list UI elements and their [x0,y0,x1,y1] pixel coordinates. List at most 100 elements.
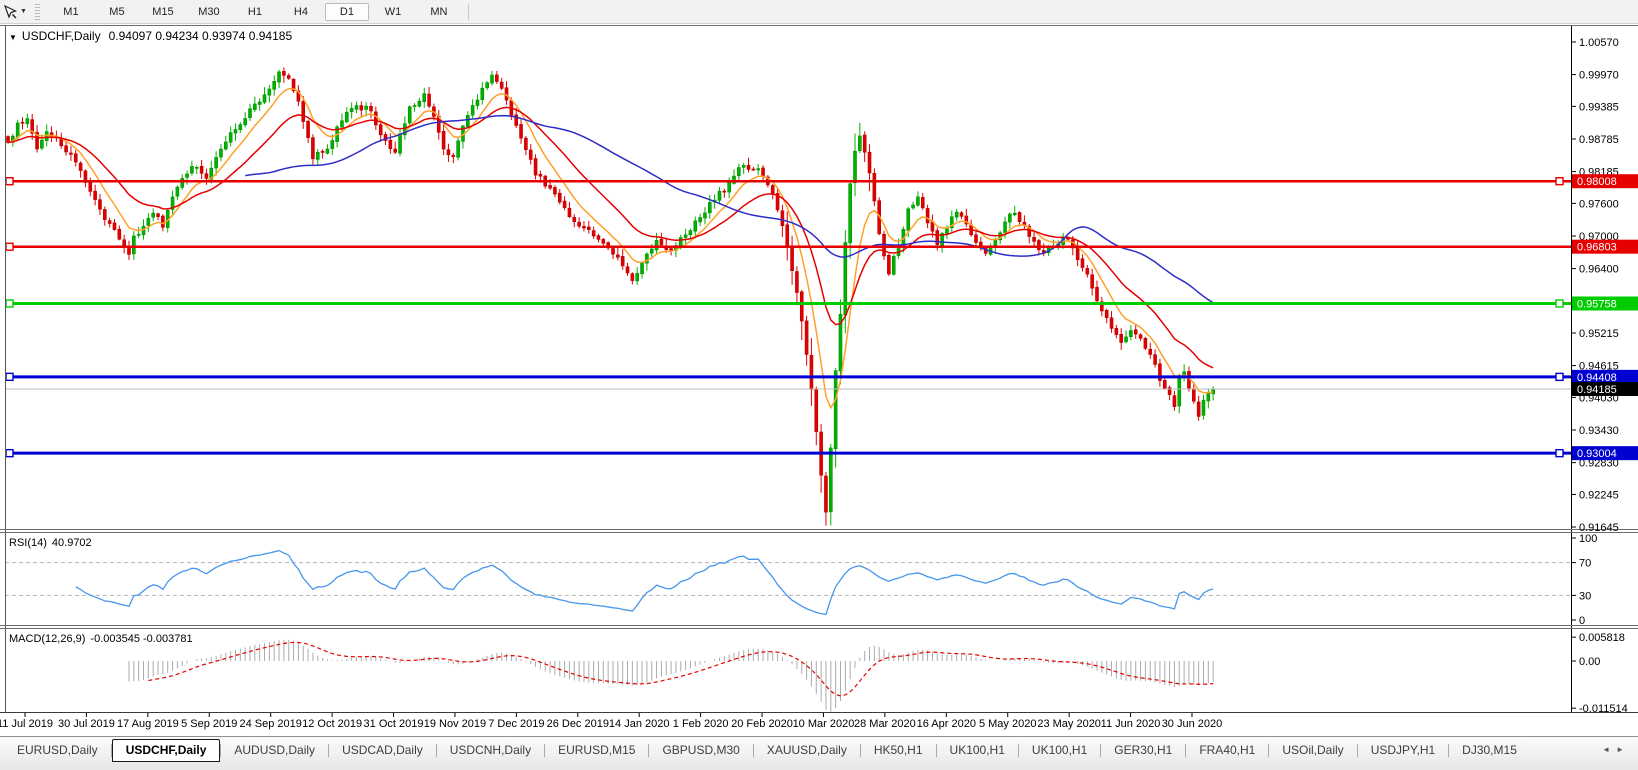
svg-text:0.96400: 0.96400 [1579,264,1619,276]
tab-separator [435,744,437,757]
svg-text:0.99385: 0.99385 [1579,101,1619,113]
tab-gbpusd-m30[interactable]: GBPUSD,M30 [662,743,740,757]
tab-separator [648,744,650,757]
tab-uk100-h1[interactable]: UK100,H1 [949,743,1005,757]
tab-scroll-right-icon[interactable]: ► [1616,745,1630,754]
svg-text:0.95215: 0.95215 [1579,328,1619,340]
timeframe-button-m30[interactable]: M30 [198,5,220,18]
svg-text:0.96803: 0.96803 [1577,242,1617,254]
timeframe-button-h1[interactable]: H1 [247,5,262,18]
chart-window: 1.00570 0.99970 0.99385 0.98785 0.98185 0.976… [0,24,1638,736]
timeframe-button-m1[interactable]: M1 [63,5,79,18]
tab-hk50-h1[interactable]: HK50,H1 [873,743,923,757]
tab-separator [110,744,112,757]
price-axis[interactable]: 1.005700.999700.993850.987850.981850.976… [1571,37,1638,715]
svg-text:70: 70 [1579,558,1591,570]
timeframe-toolbar: ▼ M1 M5 M15 M30 H1 H4 D1 W1 MN [0,0,1638,24]
svg-text:26 Dec 2019: 26 Dec 2019 [547,718,609,730]
svg-text:30: 30 [1579,590,1591,602]
timeframe-button-m15[interactable]: M15 [152,5,174,18]
tab-usdchf-daily[interactable]: USDCHF,Daily [111,739,221,762]
rsi-indicator-label: RSI(14) 40.9702 [9,537,92,549]
svg-text:0.92830: 0.92830 [1579,458,1619,470]
svg-text:19 Nov 2019: 19 Nov 2019 [424,718,486,730]
tab-usdcad-daily[interactable]: USDCAD,Daily [342,743,423,757]
svg-text:0.97600: 0.97600 [1579,198,1619,210]
macd-indicator-label: MACD(12,26,9) -0.003545 -0.003781 [9,633,193,645]
svg-text:0.95758: 0.95758 [1577,298,1617,310]
tab-xauusd-daily[interactable]: XAUUSD,Daily [766,743,847,757]
tab-usoil-daily[interactable]: USOil,Daily [1282,743,1344,757]
ma-lines [7,87,1214,410]
macd-name: MACD(12,26,9) [9,633,86,645]
svg-text:5 May 2020: 5 May 2020 [979,718,1036,730]
date-axis[interactable]: 11 Jul 2019 30 Jul 2019 17 Aug 2019 5 Sep 2… [0,713,1222,730]
tab-audusd-daily[interactable]: AUDUSD,Daily [234,743,316,757]
svg-text:14 Jan 2020: 14 Jan 2020 [609,718,670,730]
svg-text:12 Oct 2019: 12 Oct 2019 [302,718,362,730]
timeframe-button-mn[interactable]: MN [430,5,448,18]
tab-usdcnh-daily[interactable]: USDCNH,Daily [449,743,532,757]
svg-text:16 Apr 2020: 16 Apr 2020 [917,718,976,730]
rsi-value: 40.9702 [51,537,92,549]
tab-usdjpy-h1[interactable]: USDJPY,H1 [1370,743,1436,757]
svg-text:0.98785: 0.98785 [1579,134,1619,146]
candlestick-series [6,67,1215,526]
svg-text:0.98008: 0.98008 [1577,176,1617,188]
toolbar-separator [467,3,469,20]
svg-text:0.99970: 0.99970 [1579,70,1619,82]
svg-text:1.00570: 1.00570 [1579,37,1619,49]
svg-text:1 Feb 2020: 1 Feb 2020 [673,718,729,730]
svg-text:23 May 2020: 23 May 2020 [1037,718,1101,730]
chart-tool-dropdown-icon[interactable]: ▼ [20,8,27,15]
horizontal-lines [5,177,1571,458]
svg-text:30 Jul 2019: 30 Jul 2019 [58,718,115,730]
tab-separator [220,744,222,757]
tab-ger30-h1[interactable]: GER30,H1 [1114,743,1173,757]
svg-text:-0.011514: -0.011514 [1579,703,1628,715]
timeframe-button-w1[interactable]: W1 [384,5,402,18]
tab-scroll-arrows: ◄► [1602,745,1630,754]
tab-separator [544,744,546,757]
svg-text:17 Aug 2019: 17 Aug 2019 [117,718,179,730]
tab-separator [328,744,330,757]
timeframe-button-m5[interactable]: M5 [109,5,125,18]
toolbar-grip [34,3,40,20]
svg-text:0: 0 [1579,615,1585,627]
svg-text:24 Sep 2019: 24 Sep 2019 [239,718,301,730]
svg-text:0.00: 0.00 [1579,656,1600,668]
macd-values: -0.003545 -0.003781 [90,633,193,645]
tab-dj30-m15[interactable]: DJ30,M15 [1462,743,1517,757]
tab-uk100-h1[interactable]: UK100,H1 [1031,743,1088,757]
tab-separator [1448,744,1450,757]
tab-eurusd-m15[interactable]: EURUSD,M15 [558,743,636,757]
svg-text:10 Mar 2020: 10 Mar 2020 [793,718,855,730]
rsi-panel [5,549,1571,616]
macd-panel [128,639,1214,712]
rsi-name: RSI(14) [9,537,47,549]
chart-canvas[interactable]: 1.005700.999700.993850.987850.981850.976… [0,24,1638,736]
chart-cursor-tool-icon[interactable] [1,3,19,21]
tab-fra40-h1[interactable]: FRA40,H1 [1199,743,1256,757]
symbol-tabs: EURUSD,Daily USDCHF,Daily AUDUSD,Daily USDC… [0,737,1638,764]
svg-text:11 Jun 2020: 11 Jun 2020 [1101,718,1161,730]
tab-separator [1356,744,1358,757]
timeframe-button-d1[interactable]: D1 [324,2,369,21]
svg-text:100: 100 [1579,533,1597,545]
svg-text:0.005818: 0.005818 [1579,632,1625,644]
tab-scroll-left-icon[interactable]: ◄ [1602,745,1617,754]
svg-text:31 Oct 2019: 31 Oct 2019 [364,718,424,730]
svg-text:5 Sep 2019: 5 Sep 2019 [181,718,237,730]
svg-text:30 Jun 2020: 30 Jun 2020 [1162,718,1223,730]
chart-symbol-period: USDCHF,Daily [21,29,101,43]
tab-separator [859,744,861,757]
svg-text:0.91645: 0.91645 [1579,522,1619,534]
tab-eurusd-daily[interactable]: EURUSD,Daily [17,743,98,757]
chart-title: ▼ USDCHF,Daily 0.94097 0.94234 0.93974 0.9… [9,29,292,43]
timeframe-button-h4[interactable]: H4 [293,5,308,18]
collapse-arrow-icon[interactable]: ▼ [9,33,17,42]
panel-frames [0,25,1638,713]
svg-text:20 Feb 2020: 20 Feb 2020 [731,718,793,730]
tab-separator [1100,744,1102,757]
